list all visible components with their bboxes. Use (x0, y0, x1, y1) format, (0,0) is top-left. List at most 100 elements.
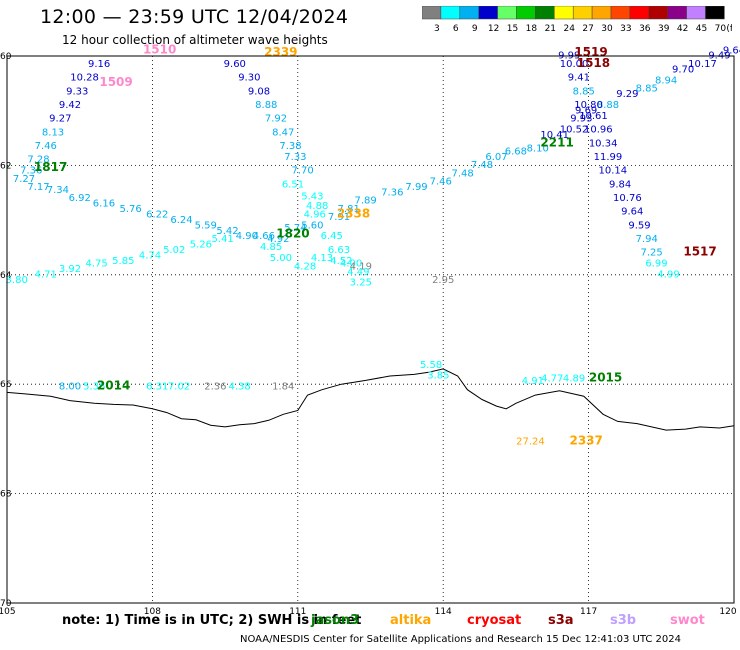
wave-height-value: 6.45 (321, 231, 343, 242)
wave-height-value: 7.46 (430, 177, 452, 188)
wave-height-value: 9.08 (248, 86, 270, 97)
lat-tick-label: 68 (0, 490, 12, 500)
wave-height-value: 6.22 (146, 209, 168, 220)
wave-height-value: 7.48 (471, 160, 493, 171)
wave-height-value: 9.93 (570, 114, 592, 125)
wave-height-value: 4.71 (35, 270, 57, 281)
legend-swatch (459, 6, 479, 20)
legend-swatch (535, 6, 555, 20)
wave-height-value: 10.52 (560, 125, 589, 136)
wave-height-value: 5.43 (301, 191, 323, 202)
wave-height-value: 7.91 (328, 212, 350, 223)
wave-height-value: 4.96 (304, 209, 326, 220)
wave-height-value: 4.00 (340, 259, 362, 270)
wave-height-value: 8.00 (59, 382, 81, 393)
wave-height-value: 7.92 (265, 114, 287, 125)
time-mark: 1820 (276, 227, 309, 241)
wave-height-value: 7.48 (451, 168, 473, 179)
wave-height-value: 6.07 (485, 152, 507, 163)
coastline (6, 368, 735, 431)
wave-height-value: 8.94 (655, 75, 677, 86)
axis-ticks: 105 108 111 114 117 120 60 62 64 66 68 70 (0, 52, 737, 617)
wave-height-value: 5.76 (119, 204, 141, 215)
wave-height-value: 3.80 (6, 275, 28, 286)
wave-height-value: 5.85 (112, 256, 134, 267)
wave-height-value: 8.85 (573, 86, 595, 97)
wave-height-value: 6.51 (282, 179, 304, 190)
wave-height-value: 4.85 (260, 242, 282, 253)
wave-height-value: 7.89 (355, 196, 377, 207)
legend-swatch (610, 6, 631, 20)
wave-height-value: 10.96 (584, 125, 613, 136)
wave-height-value: 4.92 (267, 234, 289, 245)
wave-height-value: 3.92 (59, 264, 81, 275)
legend-label: 30 (601, 24, 613, 34)
wave-height-value: 9.84 (609, 179, 631, 190)
time-mark: 1817 (34, 160, 67, 174)
wave-height-value: 7.33 (284, 152, 306, 163)
wave-height-value: 9.59 (628, 220, 650, 231)
wave-height-value: 9.60 (224, 59, 246, 70)
wave-height-value: 5.41 (212, 234, 234, 245)
legend-label: 12 (488, 24, 499, 34)
time-mark: 2014 (97, 379, 130, 393)
wave-height-value: 7.46 (35, 141, 57, 152)
wave-height-value: 6.16 (93, 198, 115, 209)
wave-height-value: 6.99 (645, 259, 667, 270)
time-mark: 2015 (589, 370, 622, 384)
wave-height-value: 4.52 (330, 256, 352, 267)
wave-height-value: 10.76 (613, 193, 642, 204)
wave-height-value: 10.80 (574, 100, 603, 111)
wave-height-value: 9.16 (88, 59, 110, 70)
wave-height-value: 9.41 (568, 73, 590, 84)
wave-height-value: 4.13 (311, 253, 333, 264)
wave-height-value: 10.14 (599, 166, 628, 177)
time-mark: 1518 (577, 56, 610, 70)
wave-height-value: 9.64 (621, 207, 643, 218)
legend-swatch (667, 6, 687, 20)
wave-height-value: 6.24 (170, 215, 192, 226)
legend-label: 6 (453, 24, 459, 34)
satellite-name: altika (390, 613, 432, 628)
wave-height-value: 9.29 (616, 89, 638, 100)
wave-height-value: 10.28 (70, 73, 99, 84)
legend-label: 33 (620, 24, 631, 34)
legend-swatch (705, 6, 725, 20)
legend-swatch (516, 6, 536, 20)
wave-height-value: 27.24 (516, 436, 545, 447)
wave-height-value: 9.30 (238, 73, 260, 84)
lat-tick-label: 60 (0, 52, 12, 62)
wave-height-value: 7.81 (338, 204, 360, 215)
legend-swatch (572, 6, 593, 20)
satellite-name: s3b (610, 613, 637, 628)
wave-height-value: 7.36 (20, 166, 42, 177)
wave-height-value: 9.33 (66, 86, 88, 97)
wave-height-value: 4.75 (86, 259, 108, 270)
wave-height-value: 4.49 (347, 267, 369, 278)
legend-label: 18 (526, 24, 538, 34)
wave-height-value: 5.26 (190, 239, 212, 250)
page-title: 12:00 — 23:59 UTC 12/04/2024 (40, 6, 349, 28)
legend-label: 45 (696, 24, 707, 34)
wave-height-value: 8.85 (636, 84, 658, 95)
wave-height-value: 1.84 (272, 382, 294, 393)
wave-height-value: 4.90 (236, 231, 258, 242)
wave-height-value: 8.88 (597, 100, 619, 111)
legend-label: 39 (658, 24, 670, 34)
wave-height-value: 9.64 (723, 45, 740, 56)
wave-height-value: 9.27 (49, 114, 71, 125)
wave-height-value: 4.19 (350, 261, 372, 272)
time-mark: 2339 (264, 45, 297, 59)
wave-height-value: 7.94 (636, 234, 658, 245)
legend-swatch (440, 6, 461, 20)
lon-tick-label: 117 (580, 607, 597, 617)
lat-tick-label: 70 (0, 599, 12, 609)
wave-height-value: 10.34 (589, 138, 618, 149)
legend-swatch (554, 6, 574, 20)
legend-swatch (591, 6, 612, 20)
legend-label: 3 (434, 24, 440, 34)
legend-label: 70 (715, 24, 727, 34)
wave-height-value: 5.42 (216, 226, 238, 237)
wave-height-value: 4.91 (522, 376, 544, 387)
